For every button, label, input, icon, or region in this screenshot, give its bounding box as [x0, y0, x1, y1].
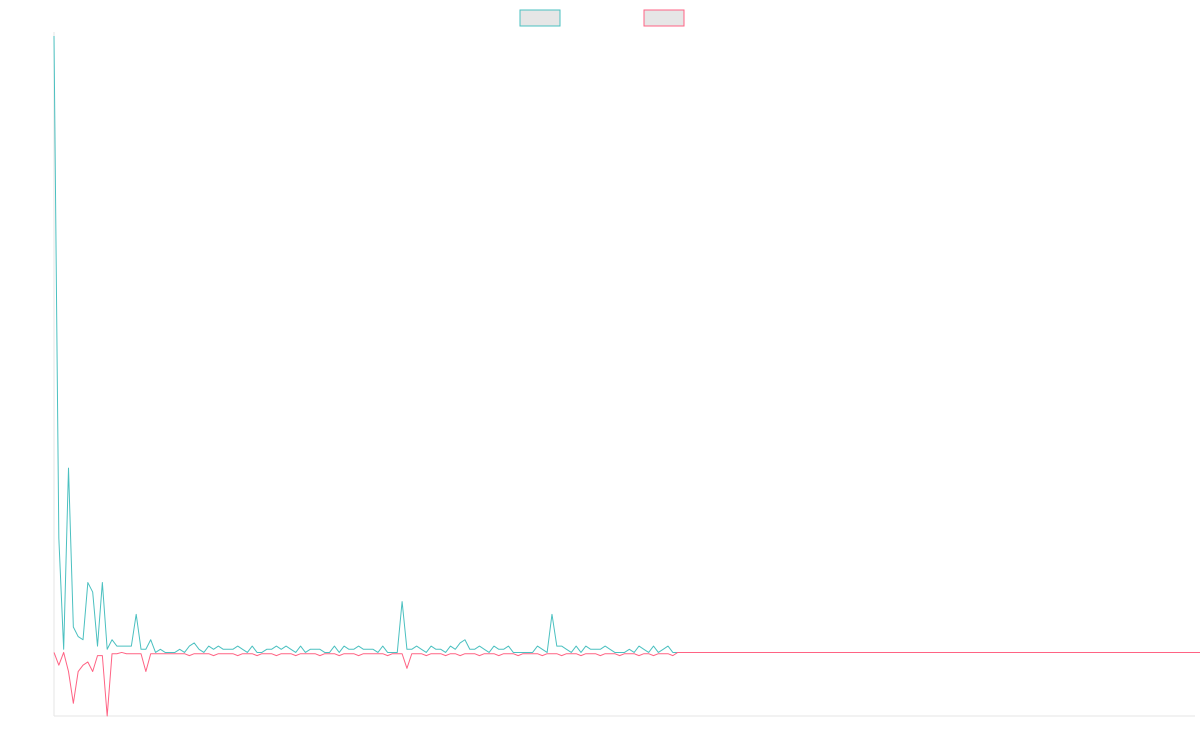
axes — [53, 32, 1195, 717]
legend-item-1[interactable] — [519, 9, 561, 27]
legend — [519, 9, 685, 27]
plot-area — [53, 35, 1200, 717]
legend-swatch-1 — [519, 9, 561, 27]
legend-swatch-2 — [643, 9, 685, 27]
legend-item-2[interactable] — [643, 9, 685, 27]
series-line-2 — [53, 651, 1200, 717]
series-line-1 — [53, 35, 1176, 653]
